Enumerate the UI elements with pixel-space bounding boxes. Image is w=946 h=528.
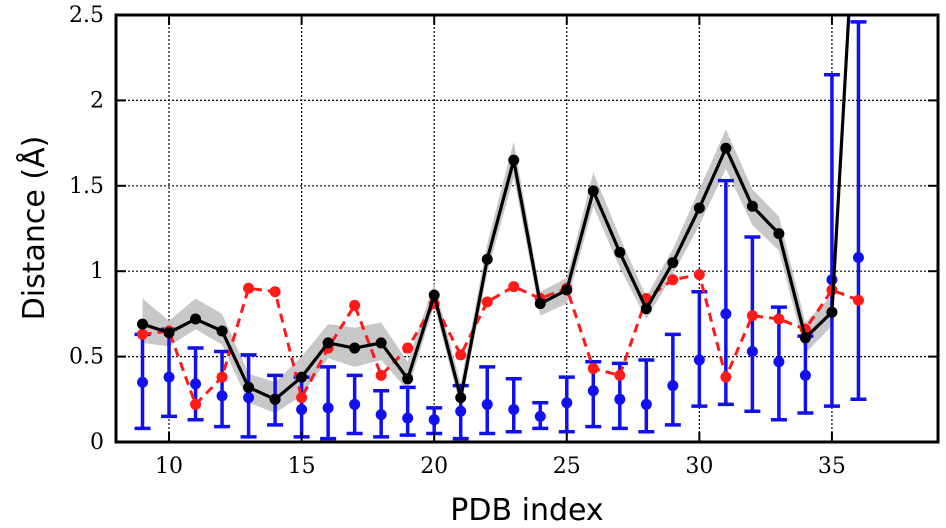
blue-point bbox=[455, 405, 467, 417]
black-point bbox=[640, 303, 652, 315]
x-axis-label: PDB index bbox=[450, 493, 603, 528]
blue-point bbox=[296, 404, 308, 416]
x-tick-label: 35 bbox=[818, 454, 846, 479]
blue-point bbox=[826, 274, 838, 286]
red-point bbox=[296, 392, 308, 404]
x-tick-label: 25 bbox=[553, 454, 581, 479]
black-point bbox=[349, 342, 361, 354]
red-point bbox=[455, 349, 467, 361]
black-point bbox=[296, 371, 308, 383]
red-point bbox=[773, 313, 785, 325]
blue-point bbox=[137, 376, 149, 388]
y-tick-label: 1 bbox=[90, 259, 104, 284]
blue-point bbox=[190, 378, 202, 390]
black-point bbox=[799, 332, 811, 344]
axis-ticks: 0 0.5 1 1.5 2 2.5 10 15 20 25 30 35 bbox=[69, 3, 938, 479]
black-point bbox=[693, 202, 705, 214]
black-point bbox=[243, 381, 255, 393]
black-series-band bbox=[142, 15, 850, 413]
red-point bbox=[216, 371, 228, 383]
red-point bbox=[693, 269, 705, 281]
blue-point bbox=[614, 393, 626, 405]
red-point bbox=[137, 328, 149, 340]
blue-point bbox=[746, 345, 758, 357]
y-tick-label: 0.5 bbox=[69, 345, 104, 370]
red-point bbox=[852, 294, 864, 306]
black-series bbox=[137, 15, 851, 405]
black-point bbox=[587, 185, 599, 197]
y-tick-label: 2.5 bbox=[69, 3, 104, 28]
black-point bbox=[614, 246, 626, 258]
red-point bbox=[614, 369, 626, 381]
blue-point bbox=[163, 371, 175, 383]
x-tick-label: 10 bbox=[155, 454, 183, 479]
y-tick-label: 0 bbox=[90, 430, 104, 455]
red-point bbox=[375, 369, 387, 381]
plot-frame bbox=[114, 13, 940, 444]
black-point bbox=[163, 327, 175, 339]
y-tick-label: 2 bbox=[90, 88, 104, 113]
black-point bbox=[534, 298, 546, 310]
black-point bbox=[773, 228, 785, 240]
red-point bbox=[269, 286, 281, 298]
blue-point bbox=[534, 410, 546, 422]
blue-point bbox=[640, 398, 652, 410]
black-point bbox=[561, 284, 573, 296]
blue-point bbox=[481, 398, 493, 410]
blue-point bbox=[243, 392, 255, 404]
y-axis-label: Distance (Å) bbox=[16, 136, 52, 321]
uncertainty-band bbox=[142, 15, 850, 413]
black-point bbox=[746, 200, 758, 212]
red-point bbox=[746, 310, 758, 322]
blue-point bbox=[216, 390, 228, 402]
red-point bbox=[667, 274, 679, 286]
blue-point bbox=[587, 385, 599, 397]
black-point bbox=[428, 289, 440, 301]
red-point bbox=[402, 342, 414, 354]
blue-point bbox=[428, 414, 440, 426]
blue-point bbox=[773, 356, 785, 368]
black-point bbox=[667, 257, 679, 269]
x-tick-label: 15 bbox=[288, 454, 316, 479]
red-point bbox=[190, 398, 202, 410]
black-point bbox=[137, 318, 149, 330]
red-point bbox=[481, 296, 493, 308]
black-point bbox=[269, 393, 281, 405]
black-point bbox=[375, 337, 387, 349]
black-point bbox=[508, 154, 520, 166]
black-line bbox=[142, 15, 851, 401]
black-point bbox=[190, 313, 202, 325]
x-tick-label: 30 bbox=[685, 454, 713, 479]
red-point bbox=[349, 299, 361, 311]
blue-point bbox=[720, 308, 732, 320]
black-point bbox=[481, 253, 493, 265]
black-point bbox=[402, 373, 414, 385]
blue-point bbox=[667, 380, 679, 392]
blue-point bbox=[402, 412, 414, 424]
red-point bbox=[720, 371, 732, 383]
black-point bbox=[720, 142, 732, 154]
blue-point bbox=[375, 409, 387, 421]
black-point bbox=[455, 392, 467, 404]
blue-point bbox=[852, 252, 864, 264]
blue-point bbox=[693, 354, 705, 366]
red-point bbox=[243, 282, 255, 294]
blue-point bbox=[799, 369, 811, 381]
black-point bbox=[216, 325, 228, 337]
red-line bbox=[142, 272, 859, 408]
black-point bbox=[826, 306, 838, 318]
blue-point bbox=[349, 398, 361, 410]
blue-point bbox=[322, 402, 334, 414]
red-point bbox=[508, 281, 520, 293]
red-point bbox=[587, 363, 599, 375]
blue-point bbox=[508, 404, 520, 416]
black-point bbox=[322, 337, 334, 349]
y-tick-label: 1.5 bbox=[69, 174, 104, 199]
x-tick-label: 20 bbox=[420, 454, 448, 479]
blue-point bbox=[561, 397, 573, 409]
